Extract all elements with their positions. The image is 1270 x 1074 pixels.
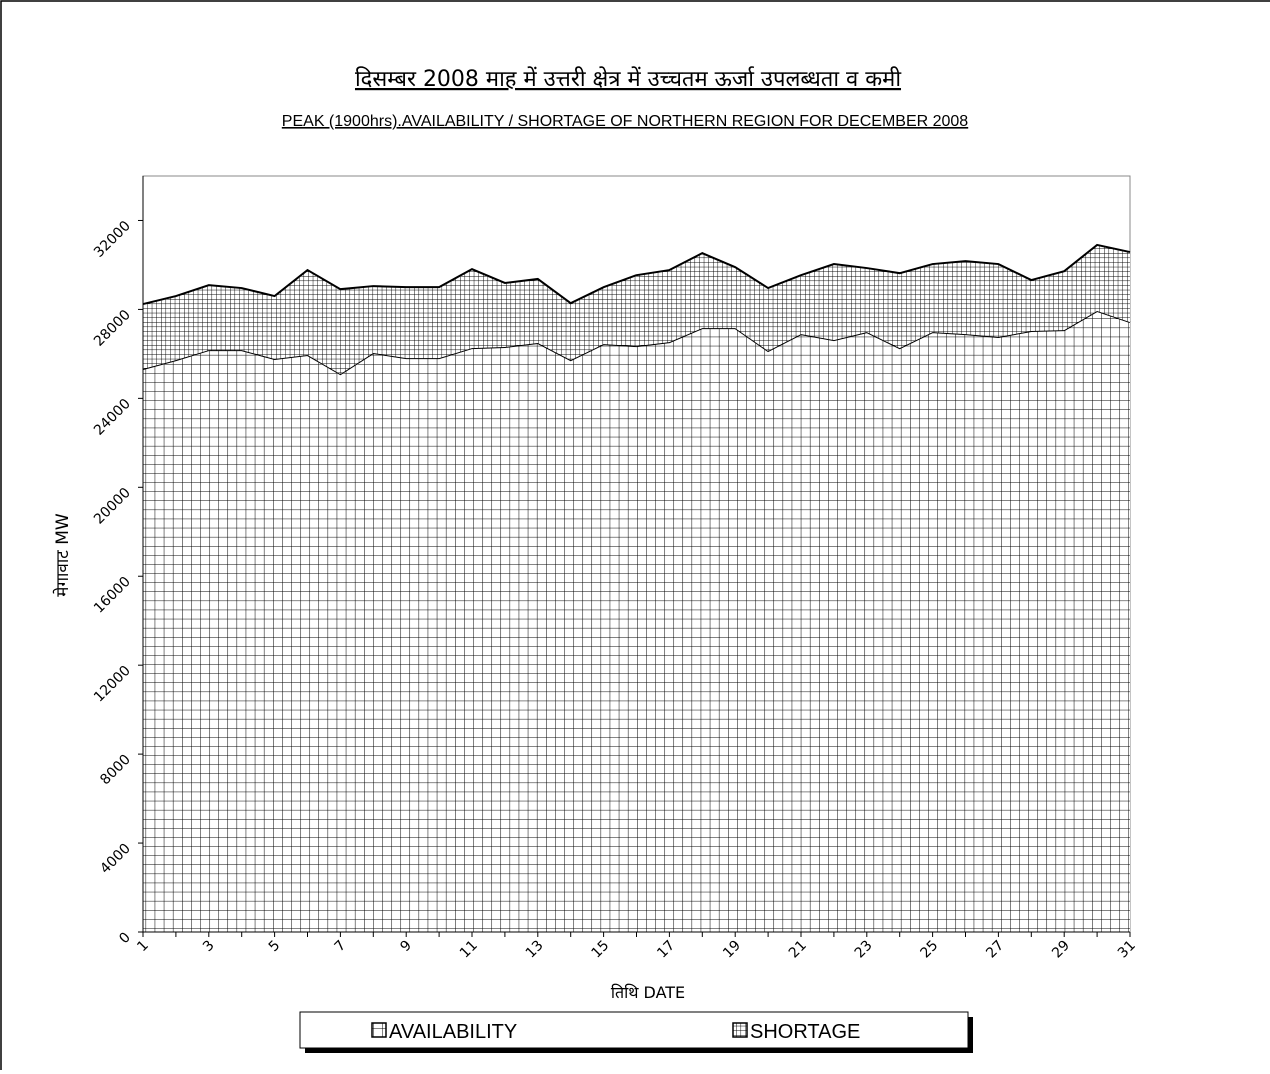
x-tick-label: 3 — [200, 938, 218, 956]
chart-title: दिसम्बर 2008 माह में उत्तरी क्षेत्र में … — [355, 66, 901, 92]
legend-swatch — [371, 1022, 387, 1038]
area — [143, 244, 1130, 375]
y-tick-label: 32000 — [91, 218, 134, 261]
y-tick-label: 0 — [116, 930, 134, 948]
legend-label: SHORTAGE — [750, 1021, 860, 1043]
x-tick-label: 31 — [1115, 938, 1139, 962]
x-tick-label: 13 — [523, 938, 547, 962]
legend-box — [299, 1011, 969, 1049]
plot: 0 4000 8000 12000 16000 20000 24000 28000 32000 1… — [91, 175, 1139, 962]
x-tick-label: 5 — [266, 938, 284, 956]
legend-label: AVAILABILITY — [389, 1021, 517, 1043]
x-tick-label: 9 — [397, 938, 415, 956]
y-tick-label: 20000 — [91, 485, 134, 528]
y-tick-label: 4000 — [97, 841, 134, 878]
y-axis-label: मेगावाट MW — [52, 513, 73, 597]
x-tick-label: 17 — [654, 938, 678, 962]
x-axis-label: तिथि DATE — [611, 983, 685, 1002]
x-tick-label: 23 — [852, 938, 876, 962]
chart-subtitle: PEAK (1900hrs).AVAILABILITY / SHORTAGE O… — [282, 113, 969, 130]
x-tick-label: 1 — [134, 938, 152, 956]
x-tick-label: 29 — [1049, 938, 1073, 962]
x-tick-label: 21 — [786, 938, 810, 962]
y-tick-label: 24000 — [91, 396, 134, 439]
x-tick-label: 25 — [918, 938, 942, 962]
x-tick-label: 15 — [589, 938, 613, 962]
x-tick-label: 27 — [983, 938, 1007, 962]
area — [143, 310, 1130, 932]
y-tick-label: 12000 — [91, 663, 134, 706]
y-tick-label: 8000 — [97, 752, 134, 789]
x-tick-label: 7 — [332, 938, 350, 956]
y-tick-label: 28000 — [91, 307, 134, 350]
legend-swatch — [732, 1022, 748, 1038]
area-outline — [142, 243, 1131, 306]
x-tick-label: 11 — [457, 938, 481, 962]
y-tick-label: 16000 — [91, 574, 134, 617]
x-tick-label: 19 — [720, 938, 744, 962]
